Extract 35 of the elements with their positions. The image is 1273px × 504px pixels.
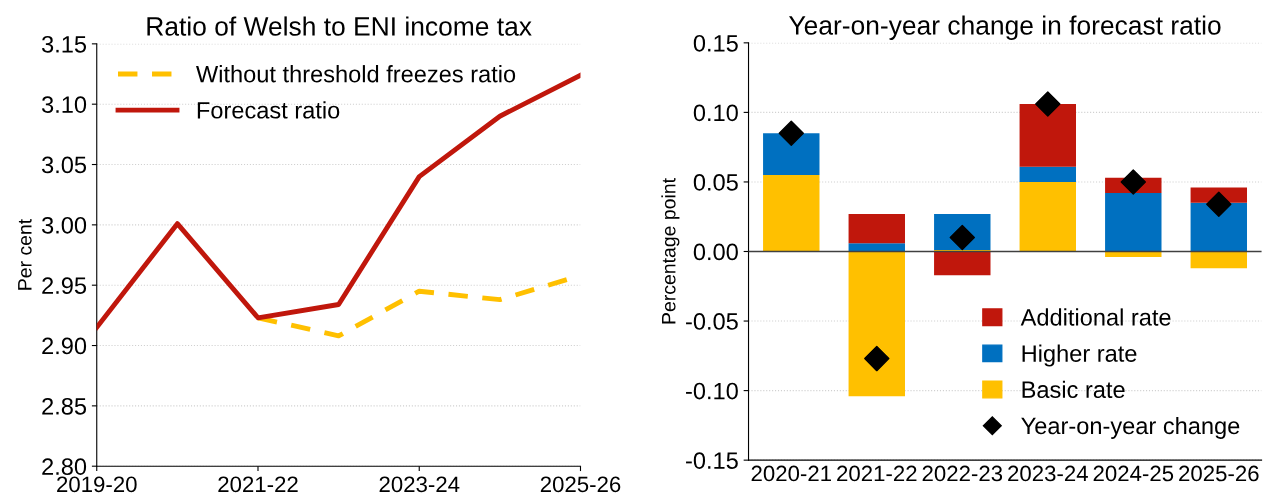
chart-title: Year-on-year change in forecast ratio <box>789 15 1221 40</box>
legend-label: Forecast ratio <box>197 101 340 119</box>
y-tick-label: -0.05 <box>686 313 738 330</box>
y-tick-label: 0.15 <box>693 34 738 52</box>
y-tick-label: 2.90 <box>42 337 87 355</box>
y-axis-title: Percentage point <box>661 178 680 324</box>
y-tick-label: 2.85 <box>42 397 87 415</box>
y-tick-label: 2.80 <box>42 458 87 475</box>
y-tick-label: 0.05 <box>693 174 738 191</box>
x-tick-label: 2021-22 <box>837 465 917 482</box>
y-tick-label: 0.00 <box>693 243 738 261</box>
x-tick-label: 2023-24 <box>379 476 460 493</box>
x-tick-label: 2024-25 <box>1093 465 1174 482</box>
legend-label: Basic rate <box>1022 380 1125 399</box>
y-tick-label: 0.10 <box>693 104 738 122</box>
y-tick-label: -0.15 <box>686 452 738 469</box>
y-axis-title: Per cent <box>18 218 32 290</box>
y-tick-label: 2.95 <box>42 277 87 294</box>
y-tick-label: -0.10 <box>686 382 738 400</box>
legend-label: Without threshold freezes ratio <box>196 65 516 83</box>
x-tick-label: 2021-22 <box>218 476 298 493</box>
legend-label: Year-on-year change <box>1021 416 1240 439</box>
y-tick-label: 3.10 <box>41 96 87 113</box>
x-tick-label: 2025-26 <box>1179 465 1259 482</box>
y-tick-label: 3.00 <box>41 216 87 234</box>
chart-title: Ratio of Welsh to ENI income tax <box>147 16 532 36</box>
legend-label: Additional rate <box>1020 308 1171 326</box>
x-tick-label: 2020-21 <box>751 465 831 482</box>
x-tick-label: 2019-20 <box>57 476 137 493</box>
y-tick-label: 3.15 <box>41 35 87 53</box>
x-tick-label: 2025-26 <box>540 476 621 493</box>
y-tick-label: 3.05 <box>41 156 87 174</box>
legend-label: Higher rate <box>1022 344 1137 367</box>
x-tick-label: 2023-24 <box>1008 465 1088 482</box>
x-tick-label: 2022-23 <box>922 465 1003 482</box>
